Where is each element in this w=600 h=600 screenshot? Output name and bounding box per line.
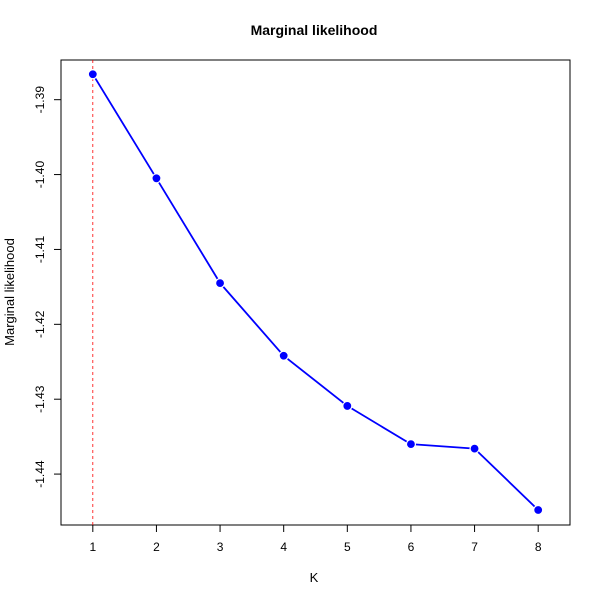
data-point [151, 173, 162, 184]
x-tick-label: 8 [535, 540, 542, 554]
data-point [405, 439, 417, 450]
x-axis-label: K [310, 570, 319, 585]
plot-area [87, 60, 544, 525]
plot-frame [60, 59, 571, 526]
y-tick-label: -1.42 [33, 310, 47, 338]
y-tick-label: -1.39 [33, 86, 47, 114]
y-axis: -1.44 -1.43 -1.42 -1.41 -1.40 -1.39 [33, 86, 61, 488]
x-axis: 1 2 3 4 5 6 7 8 [89, 525, 542, 554]
y-tick-label: -1.43 [33, 385, 47, 413]
chart-title-group: Marginal likelihood [251, 22, 378, 38]
data-point [342, 400, 353, 412]
x-tick-label: 1 [89, 540, 96, 554]
x-tick-label: 7 [471, 540, 478, 554]
series-line [92, 73, 539, 511]
x-tick-label: 4 [280, 540, 287, 554]
x-tick-label: 5 [344, 540, 351, 554]
y-tick-label: -1.44 [33, 460, 47, 488]
x-tick-label: 3 [217, 540, 224, 554]
data-point [87, 69, 98, 80]
data-point [214, 278, 226, 289]
x-tick-label: 2 [153, 540, 160, 554]
data-point [278, 350, 289, 361]
y-tick-label: -1.41 [33, 235, 47, 263]
data-point [469, 443, 480, 454]
x-tick-label: 6 [408, 540, 415, 554]
chart-title: Marginal likelihood [251, 22, 378, 38]
y-tick-label: -1.40 [33, 161, 47, 189]
y-axis-label: Marginal likelihood [2, 238, 17, 346]
data-point [533, 504, 544, 516]
